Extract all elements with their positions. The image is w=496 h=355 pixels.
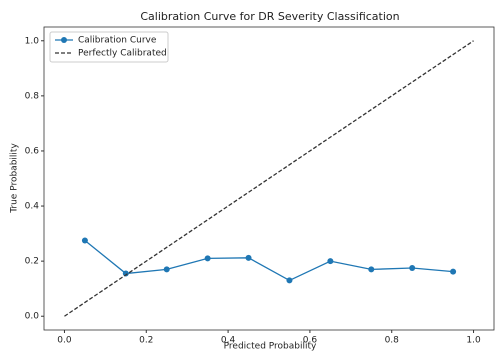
y-axis-label: True Probability: [10, 143, 20, 214]
x-tick-label: 0.6: [303, 336, 318, 346]
y-tick-label: 0.2: [25, 257, 39, 267]
x-tick-label: 0.2: [139, 336, 153, 346]
marker: [81, 237, 88, 244]
x-tick-label: 0.0: [57, 336, 72, 346]
x-tick-label: 0.4: [221, 336, 236, 346]
y-tick-label: 0.8: [25, 91, 40, 101]
y-tick-label: 0.6: [25, 146, 40, 156]
legend-label: Perfectly Calibrated: [78, 49, 167, 59]
marker: [450, 268, 457, 275]
legend-marker: [61, 37, 67, 43]
marker: [163, 266, 170, 273]
marker: [245, 254, 252, 261]
chart-title: Calibration Curve for DR Severity Classi…: [140, 10, 399, 23]
marker: [122, 270, 129, 277]
marker: [368, 266, 375, 273]
y-tick-label: 1.0: [25, 36, 40, 46]
plot-frame: [43, 26, 495, 331]
x-axis-label: Predicted Probability: [224, 342, 317, 352]
marker: [286, 277, 293, 284]
y-tick-label: 0.0: [25, 312, 40, 322]
marker: [327, 258, 334, 265]
series-line: [64, 40, 474, 317]
x-tick-label: 0.8: [385, 336, 400, 346]
x-tick-label: 1.0: [466, 336, 481, 346]
legend-label: Calibration Curve: [78, 36, 157, 46]
y-tick-label: 0.4: [25, 202, 40, 212]
legend-box: [49, 31, 169, 63]
marker: [409, 265, 416, 272]
series-line: [84, 239, 454, 282]
marker: [204, 255, 211, 262]
